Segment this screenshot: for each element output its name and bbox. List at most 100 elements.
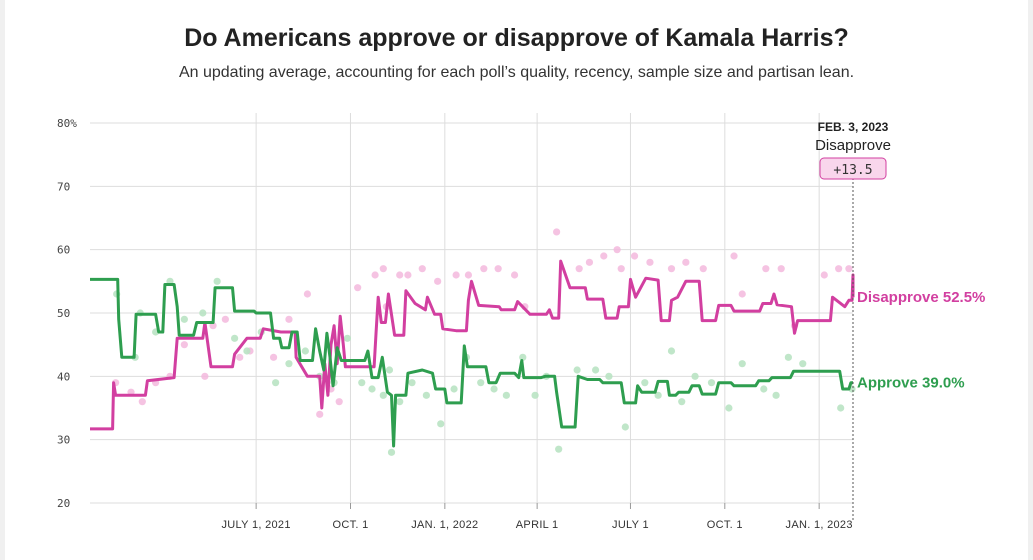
disapprove-poll-dot xyxy=(762,265,770,273)
approve-poll-dot xyxy=(591,366,600,374)
disapprove-poll-dot xyxy=(553,228,561,236)
approve-poll-dot xyxy=(654,391,662,399)
x-tick-label: JAN. 1, 2022 xyxy=(411,519,478,531)
disapprove-poll-dot xyxy=(316,410,324,418)
y-tick-label: 80% xyxy=(57,117,77,130)
disapprove-poll-dot xyxy=(285,315,293,323)
approve-poll-dot xyxy=(285,360,293,368)
disapprove-poll-dot xyxy=(201,372,209,380)
approve-poll-dot xyxy=(437,420,445,428)
approve-poll-dot xyxy=(555,445,563,453)
approve-poll-dot xyxy=(837,404,845,412)
disapprove-poll-dot xyxy=(699,265,707,273)
approve-poll-dot xyxy=(707,379,716,387)
approve-poll-dot xyxy=(343,334,352,342)
disapprove-poll-dot xyxy=(682,258,690,266)
y-tick-label: 20 xyxy=(57,497,70,510)
disapprove-poll-dot xyxy=(667,265,676,273)
disapprove-poll-dot xyxy=(464,271,473,279)
approve-poll-dot xyxy=(422,391,430,399)
approve-poll-dot xyxy=(396,398,404,406)
disapprove-poll-dot xyxy=(396,271,404,279)
approve-poll-dot xyxy=(605,372,613,380)
disapprove-poll-dot xyxy=(138,398,146,406)
disapprove-poll-dot xyxy=(494,265,502,273)
approve-poll-dot xyxy=(368,385,376,393)
disapprove-poll-dot xyxy=(585,258,594,266)
approve-poll-dot xyxy=(358,379,366,387)
y-tick-label: 30 xyxy=(57,434,70,447)
disapprove-poll-dot xyxy=(180,341,188,349)
disapprove-poll-dot xyxy=(418,265,426,273)
y-tick-label: 70 xyxy=(57,180,70,193)
x-tick-label: APRIL 1 xyxy=(516,519,559,531)
disapprove-poll-dot xyxy=(738,290,746,298)
approve-poll-dot xyxy=(760,385,768,393)
hover-metric-label: Disapprove xyxy=(815,137,891,154)
disapprove-poll-dot xyxy=(371,271,379,279)
disapprove-poll-dot xyxy=(303,290,312,298)
approve-poll-dot xyxy=(641,379,649,387)
disapprove-poll-dot xyxy=(221,315,229,323)
disapprove-poll-dot xyxy=(575,265,583,273)
approve-poll-dot xyxy=(385,366,394,374)
average-lines xyxy=(90,259,855,448)
approve-poll-dot xyxy=(691,372,699,380)
disapprove-poll-dot xyxy=(617,265,625,273)
approve-poll-dot xyxy=(301,347,309,355)
approve-poll-dot xyxy=(213,277,221,285)
disapprove-poll-dot xyxy=(600,252,608,260)
approve-poll-dot xyxy=(408,379,416,387)
disapprove-poll-dot xyxy=(236,353,244,361)
approve-line xyxy=(90,277,853,448)
x-tick-label: JULY 1 xyxy=(612,519,649,531)
disapprove-poll-dot xyxy=(354,284,362,292)
x-tick-label: JAN. 1, 2023 xyxy=(786,519,853,531)
y-tick-label: 50 xyxy=(57,307,70,320)
margin-badge xyxy=(819,157,887,180)
approve-poll-dot xyxy=(772,391,780,399)
approve-poll-dot xyxy=(725,404,733,412)
chart-subtitle: An updating average, accounting for each… xyxy=(178,64,855,81)
labels: FEB. 3, 2023 Disapprove +13.5 Disapprove 52… xyxy=(815,120,985,521)
poll-dots xyxy=(112,228,856,456)
disapprove-poll-dot xyxy=(845,265,853,273)
disapprove-line xyxy=(90,259,855,431)
approve-poll-dot xyxy=(231,334,239,342)
disapprove-poll-dot xyxy=(510,271,519,279)
disapprove-poll-dot xyxy=(835,265,843,273)
approve-poll-dot xyxy=(243,347,251,355)
approve-poll-dot xyxy=(531,391,539,399)
y-tick-label: 40 xyxy=(57,370,70,383)
approval-chart[interactable]: 20 30 40 50 60 70 80% JULY 1, 2021 OCT. 1 JAN. 1,… xyxy=(5,0,1028,560)
disapprove-poll-dot xyxy=(820,271,828,279)
x-tick-label: OCT. 1 xyxy=(707,519,743,531)
approve-poll-dot xyxy=(387,448,396,456)
approve-poll-dot xyxy=(573,366,581,374)
disapprove-poll-dot xyxy=(379,265,387,273)
disapprove-poll-dot xyxy=(630,252,639,260)
disapprove-poll-dot xyxy=(452,271,460,279)
grid: 20 30 40 50 60 70 80% JULY 1, 2021 OCT. 1 JAN. 1,… xyxy=(57,113,853,531)
approve-poll-dot xyxy=(784,353,792,361)
approve-poll-dot xyxy=(379,391,387,399)
approve-poll-dot xyxy=(621,423,629,431)
approve-end-label: Approve 39.0% xyxy=(857,375,965,392)
approve-poll-dot xyxy=(799,360,807,368)
approve-poll-dot xyxy=(199,309,207,317)
disapprove-poll-dot xyxy=(404,271,412,279)
disapprove-poll-dot xyxy=(335,398,343,406)
approve-poll-dot xyxy=(519,353,527,361)
disapprove-poll-dot xyxy=(646,258,654,266)
approve-poll-dot xyxy=(272,379,280,387)
approve-poll-dot xyxy=(180,315,188,323)
disapprove-poll-dot xyxy=(269,353,278,361)
disapprove-end-label: Disapprove 52.5% xyxy=(857,289,985,306)
margin-value: +13.5 xyxy=(833,163,872,178)
approve-poll-dot xyxy=(477,379,485,387)
disapprove-poll-dot xyxy=(434,277,442,285)
chart-title: Do Americans approve or disapprove of Ka… xyxy=(184,24,849,52)
disapprove-poll-dot xyxy=(777,265,785,273)
y-tick-label: 60 xyxy=(57,244,70,257)
disapprove-poll-dot xyxy=(730,252,738,260)
